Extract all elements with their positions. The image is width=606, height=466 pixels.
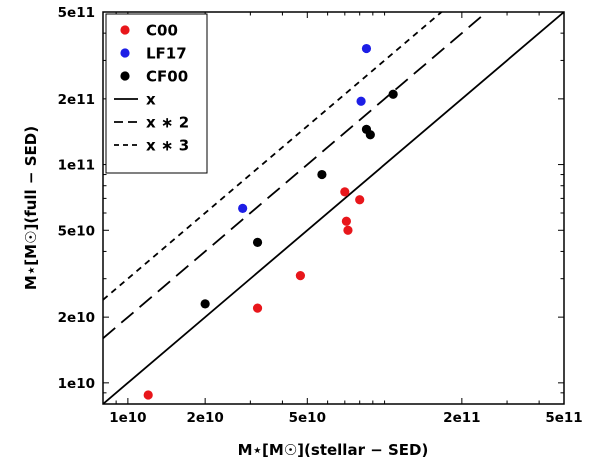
point-cf00-2 [317,169,327,180]
tick-labels: 1e10 2e10 5e10 2e11 5e11 1e10 2e10 5e10 1e11 2e11… [58,5,583,426]
legend-box [105,13,208,174]
legend: C00 LF17 CF00 x x ∗ 2 x ∗ 3 [105,13,208,174]
x-tick-label-2: 5e10 [289,410,326,426]
point-cf00-4 [365,130,375,140]
point-cf00-1 [252,237,263,247]
legend-label-c00: C00 [146,22,178,40]
point-c00-5 [343,225,353,235]
legend-line-label-0: x [146,91,156,109]
x-tick-label-0: 1e10 [109,410,146,426]
y-tick-label-2: 5e10 [58,223,95,239]
x-tick-label-4: 5e11 [545,410,582,426]
data-points [143,43,398,400]
point-c00-4 [341,216,351,226]
x-axis-label: M⋆[M☉](stellar − SED) [238,441,429,459]
reference-line-1 [103,12,489,339]
y-tick-label-0: 1e10 [58,376,95,392]
legend-line-label-1: x ∗ 2 [146,114,189,132]
axis-ticks [103,12,564,404]
x-tick-label-3: 2e11 [443,410,480,426]
x-tick-label-1: 2e10 [186,410,223,426]
legend-line-label-2: x ∗ 3 [146,137,189,155]
legend-marker-lf17 [120,48,130,58]
y-tick-label-3: 1e11 [58,158,95,174]
point-c00-1 [252,303,263,313]
reference-line-2 [103,12,443,301]
point-c00-0 [143,390,153,400]
plot-frame [102,11,565,405]
y-tick-label-5: 5e11 [58,5,95,21]
point-lf17-0 [238,203,248,213]
reference-line-0 [103,12,564,404]
reference-lines [103,12,564,404]
point-c00-6 [355,195,365,205]
y-tick-label-4: 2e11 [58,92,95,108]
point-cf00-0 [200,299,210,309]
point-lf17-1 [356,96,366,106]
point-cf00-5 [388,89,398,99]
legend-label-lf17: LF17 [146,45,187,63]
point-c00-3 [340,187,350,197]
point-lf17-2 [361,43,372,54]
y-tick-label-1: 2e10 [58,310,95,326]
legend-marker-cf00 [120,71,130,81]
point-c00-2 [295,270,306,281]
y-axis-label: M⋆[M☉](full − SED) [22,126,40,290]
legend-marker-c00 [120,25,130,35]
legend-label-cf00: CF00 [146,68,188,86]
